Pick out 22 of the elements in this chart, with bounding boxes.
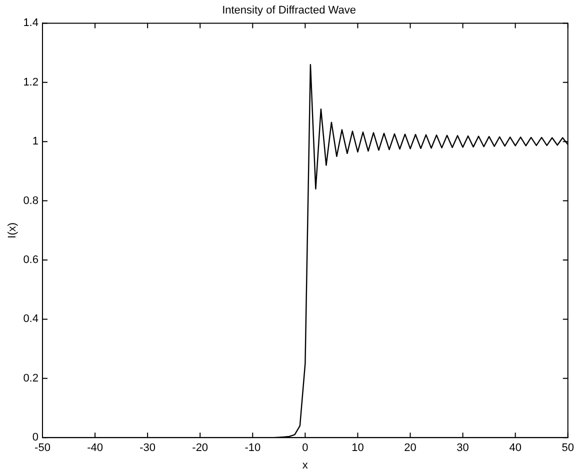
x-tick-label: -10 <box>244 442 261 454</box>
y-tick-label: 1.4 <box>23 17 38 30</box>
x-tick-label: 20 <box>404 442 416 454</box>
x-tick-label: -50 <box>34 442 50 454</box>
y-tick-label: 1.2 <box>23 76 38 88</box>
y-tick-label: 0.2 <box>23 372 38 384</box>
x-tick-label: 40 <box>509 442 522 454</box>
x-axis-title: x <box>302 459 308 472</box>
x-tick-label: 30 <box>456 442 469 454</box>
y-tick-label: 0.4 <box>23 313 38 326</box>
y-tick-label: 1 <box>32 136 38 148</box>
x-tick-label: -30 <box>140 442 156 454</box>
x-tick-label: 50 <box>562 442 574 454</box>
y-tick-label: 0 <box>32 432 38 444</box>
chart-title: Intensity of Diffracted Wave <box>222 4 356 17</box>
x-tick-label: 0 <box>302 442 308 454</box>
y-tick-label: 0.6 <box>23 254 38 266</box>
x-tick-label: 10 <box>352 442 364 454</box>
x-tick-label: -20 <box>192 442 208 454</box>
y-tick-label: 0.8 <box>23 194 38 207</box>
y-axis-title: I(x) <box>6 222 19 238</box>
x-tick-label: -40 <box>87 442 103 454</box>
